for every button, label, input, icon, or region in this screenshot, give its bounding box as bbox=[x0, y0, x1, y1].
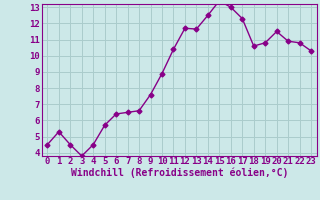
X-axis label: Windchill (Refroidissement éolien,°C): Windchill (Refroidissement éolien,°C) bbox=[70, 168, 288, 178]
